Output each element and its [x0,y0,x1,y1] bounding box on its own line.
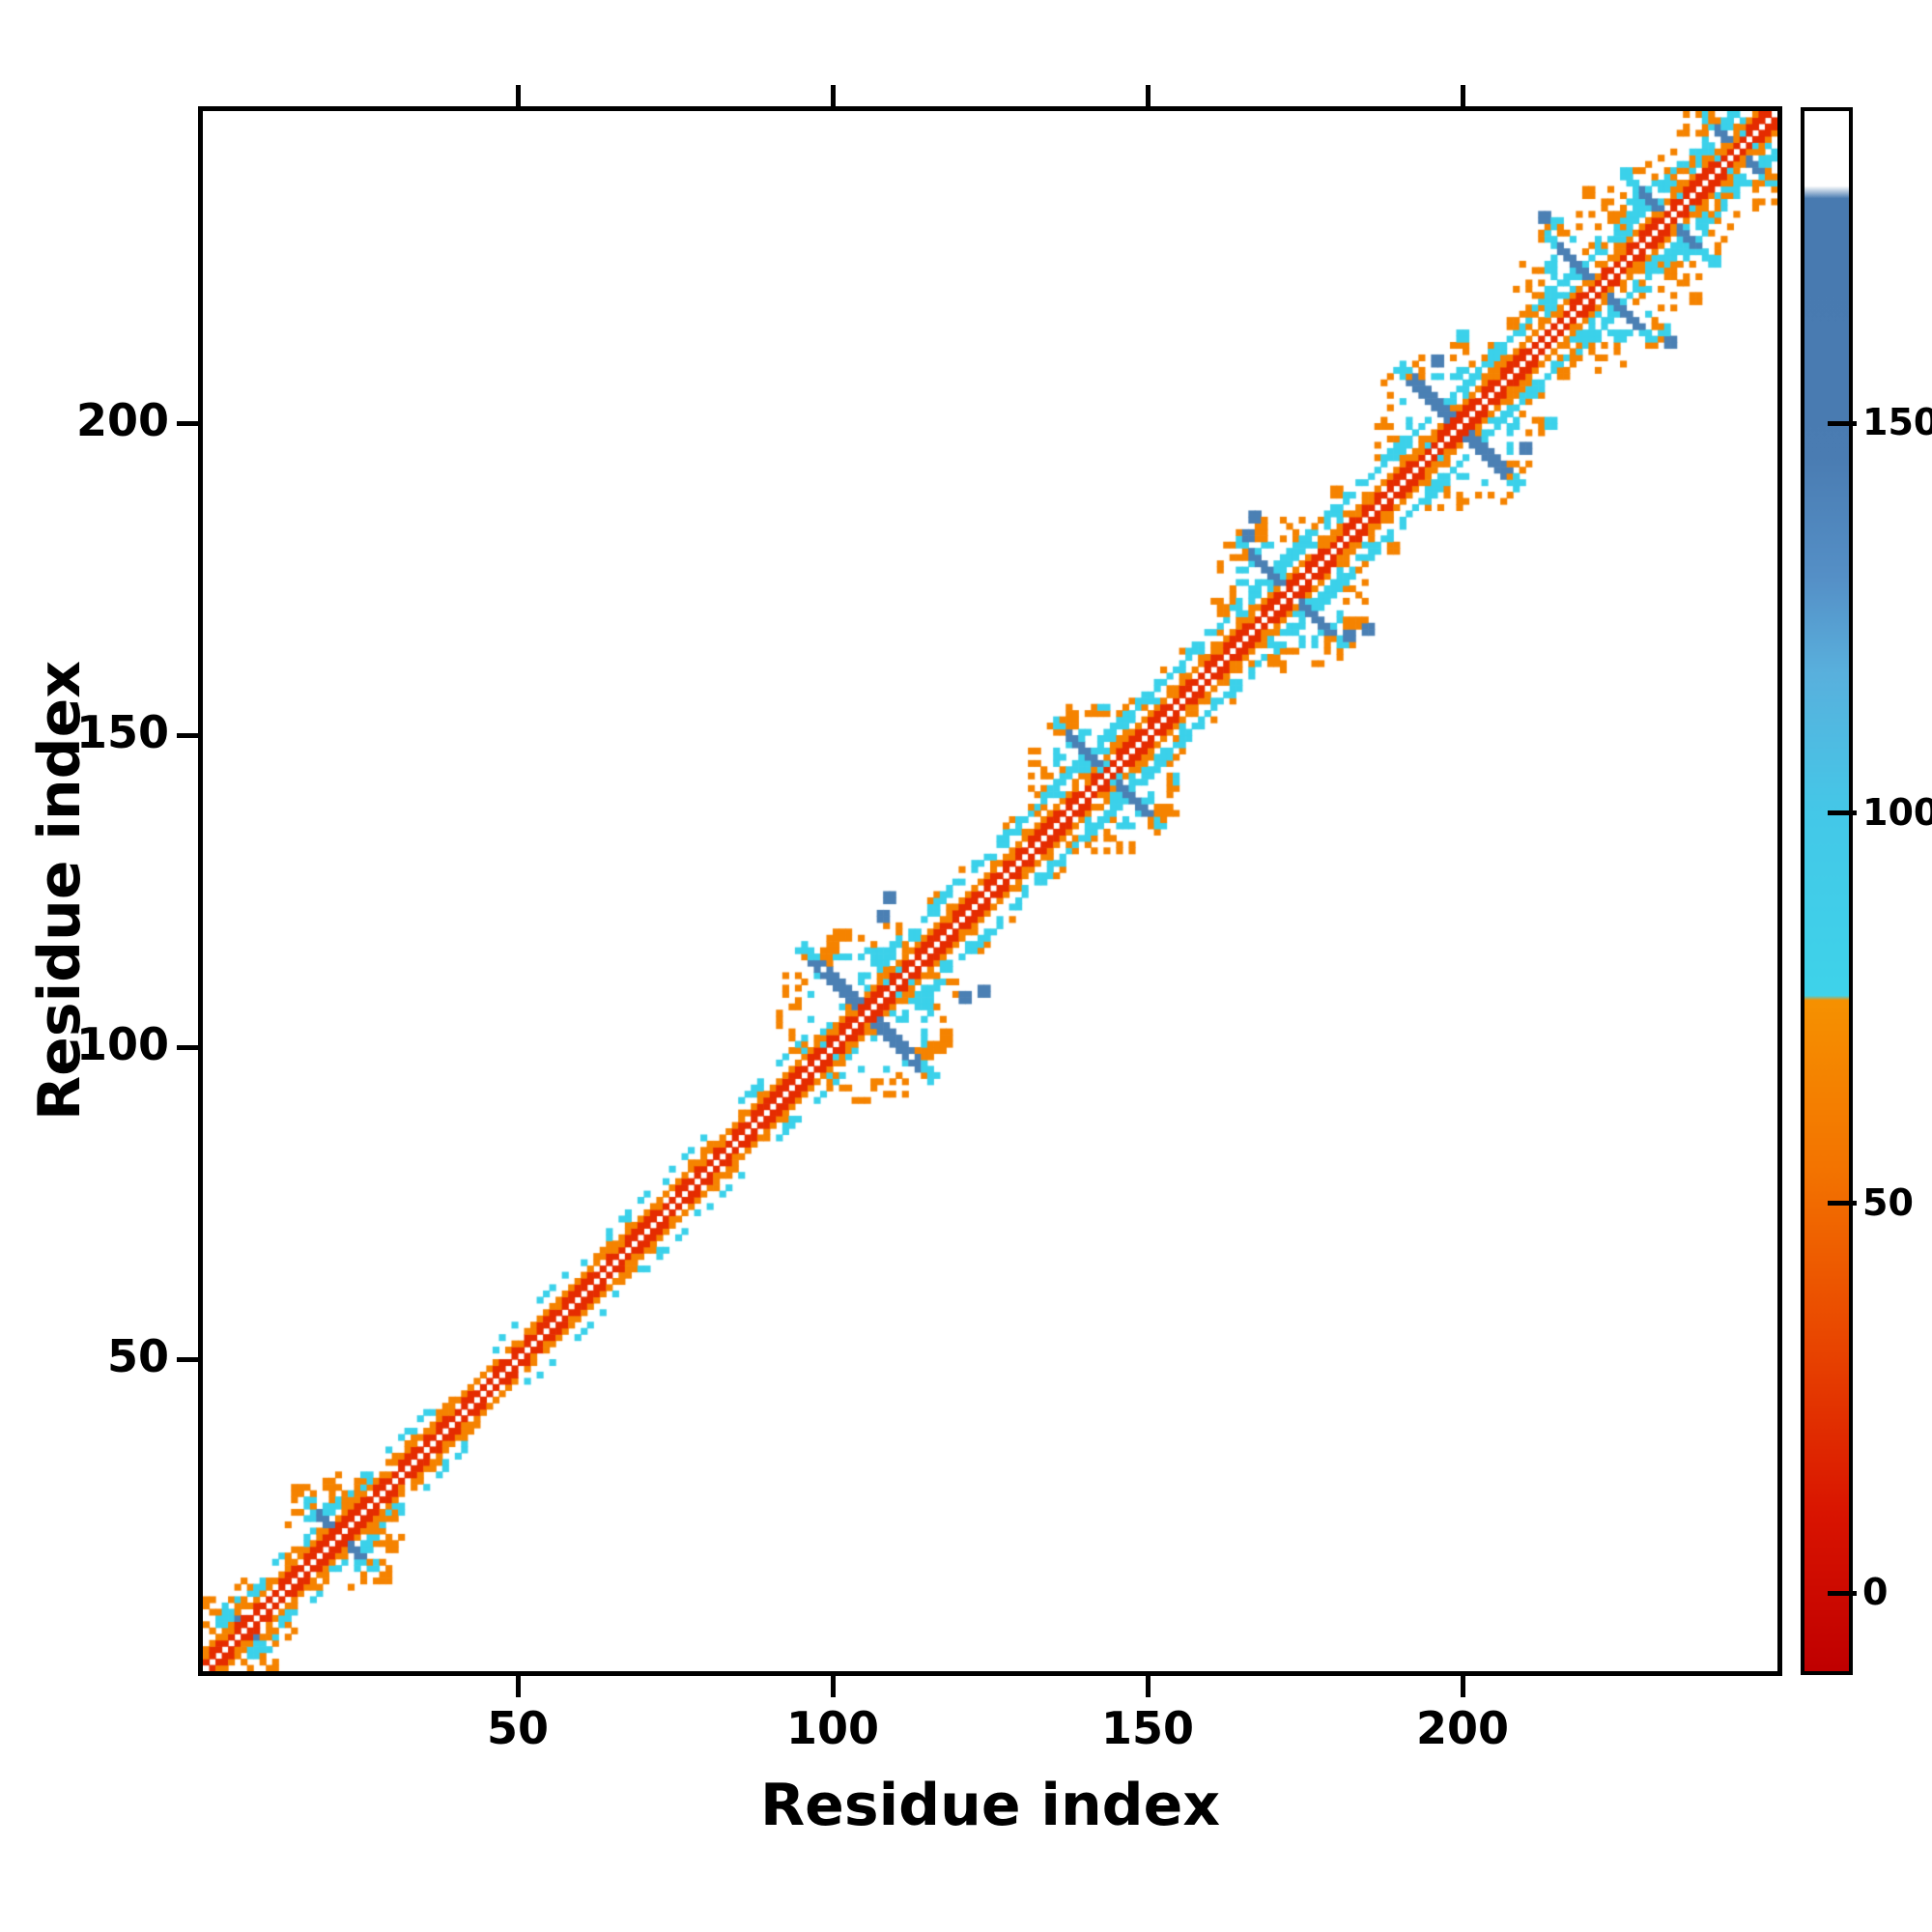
x-tick-mark-top [1145,85,1151,106]
x-tick-label: 150 [1100,1702,1195,1754]
x-axis-label: Residue index [759,1772,1221,1839]
colorbar [1801,107,1853,1675]
y-tick-mark-left [177,1044,198,1050]
x-tick-mark-top [515,85,521,106]
heatmap-canvas [203,111,1777,1671]
y-tick-label: 50 [106,1330,169,1382]
y-tick-mark-left [177,420,198,426]
x-tick-label: 100 [785,1702,880,1754]
colorbar-gradient [1804,111,1849,1671]
y-tick-label: 100 [75,1018,169,1070]
x-tick-label: 50 [486,1702,550,1754]
colorbar-tick-label: 50 [1862,1180,1914,1224]
colorbar-tick-label: 0 [1862,1571,1889,1614]
x-tick-mark-bottom [830,1676,836,1697]
colorbar-tick-mark [1828,810,1857,816]
colorbar-tick-mark [1828,1201,1857,1206]
x-tick-mark-bottom [1145,1676,1151,1697]
y-tick-label: 200 [75,394,169,446]
x-tick-mark-top [1460,85,1465,106]
y-tick-mark-left [177,732,198,738]
plot-area [198,106,1782,1676]
colorbar-tick-mark [1828,420,1857,426]
x-tick-mark-top [830,85,836,106]
y-tick-label: 150 [75,706,169,758]
y-tick-mark-left [177,1356,198,1362]
x-tick-label: 200 [1415,1702,1510,1754]
colorbar-tick-label: 150 [1862,401,1932,443]
colorbar-tick-mark [1828,1590,1857,1596]
x-tick-mark-bottom [515,1676,521,1697]
colorbar-tick-label: 100 [1862,790,1932,834]
x-tick-mark-bottom [1460,1676,1465,1697]
